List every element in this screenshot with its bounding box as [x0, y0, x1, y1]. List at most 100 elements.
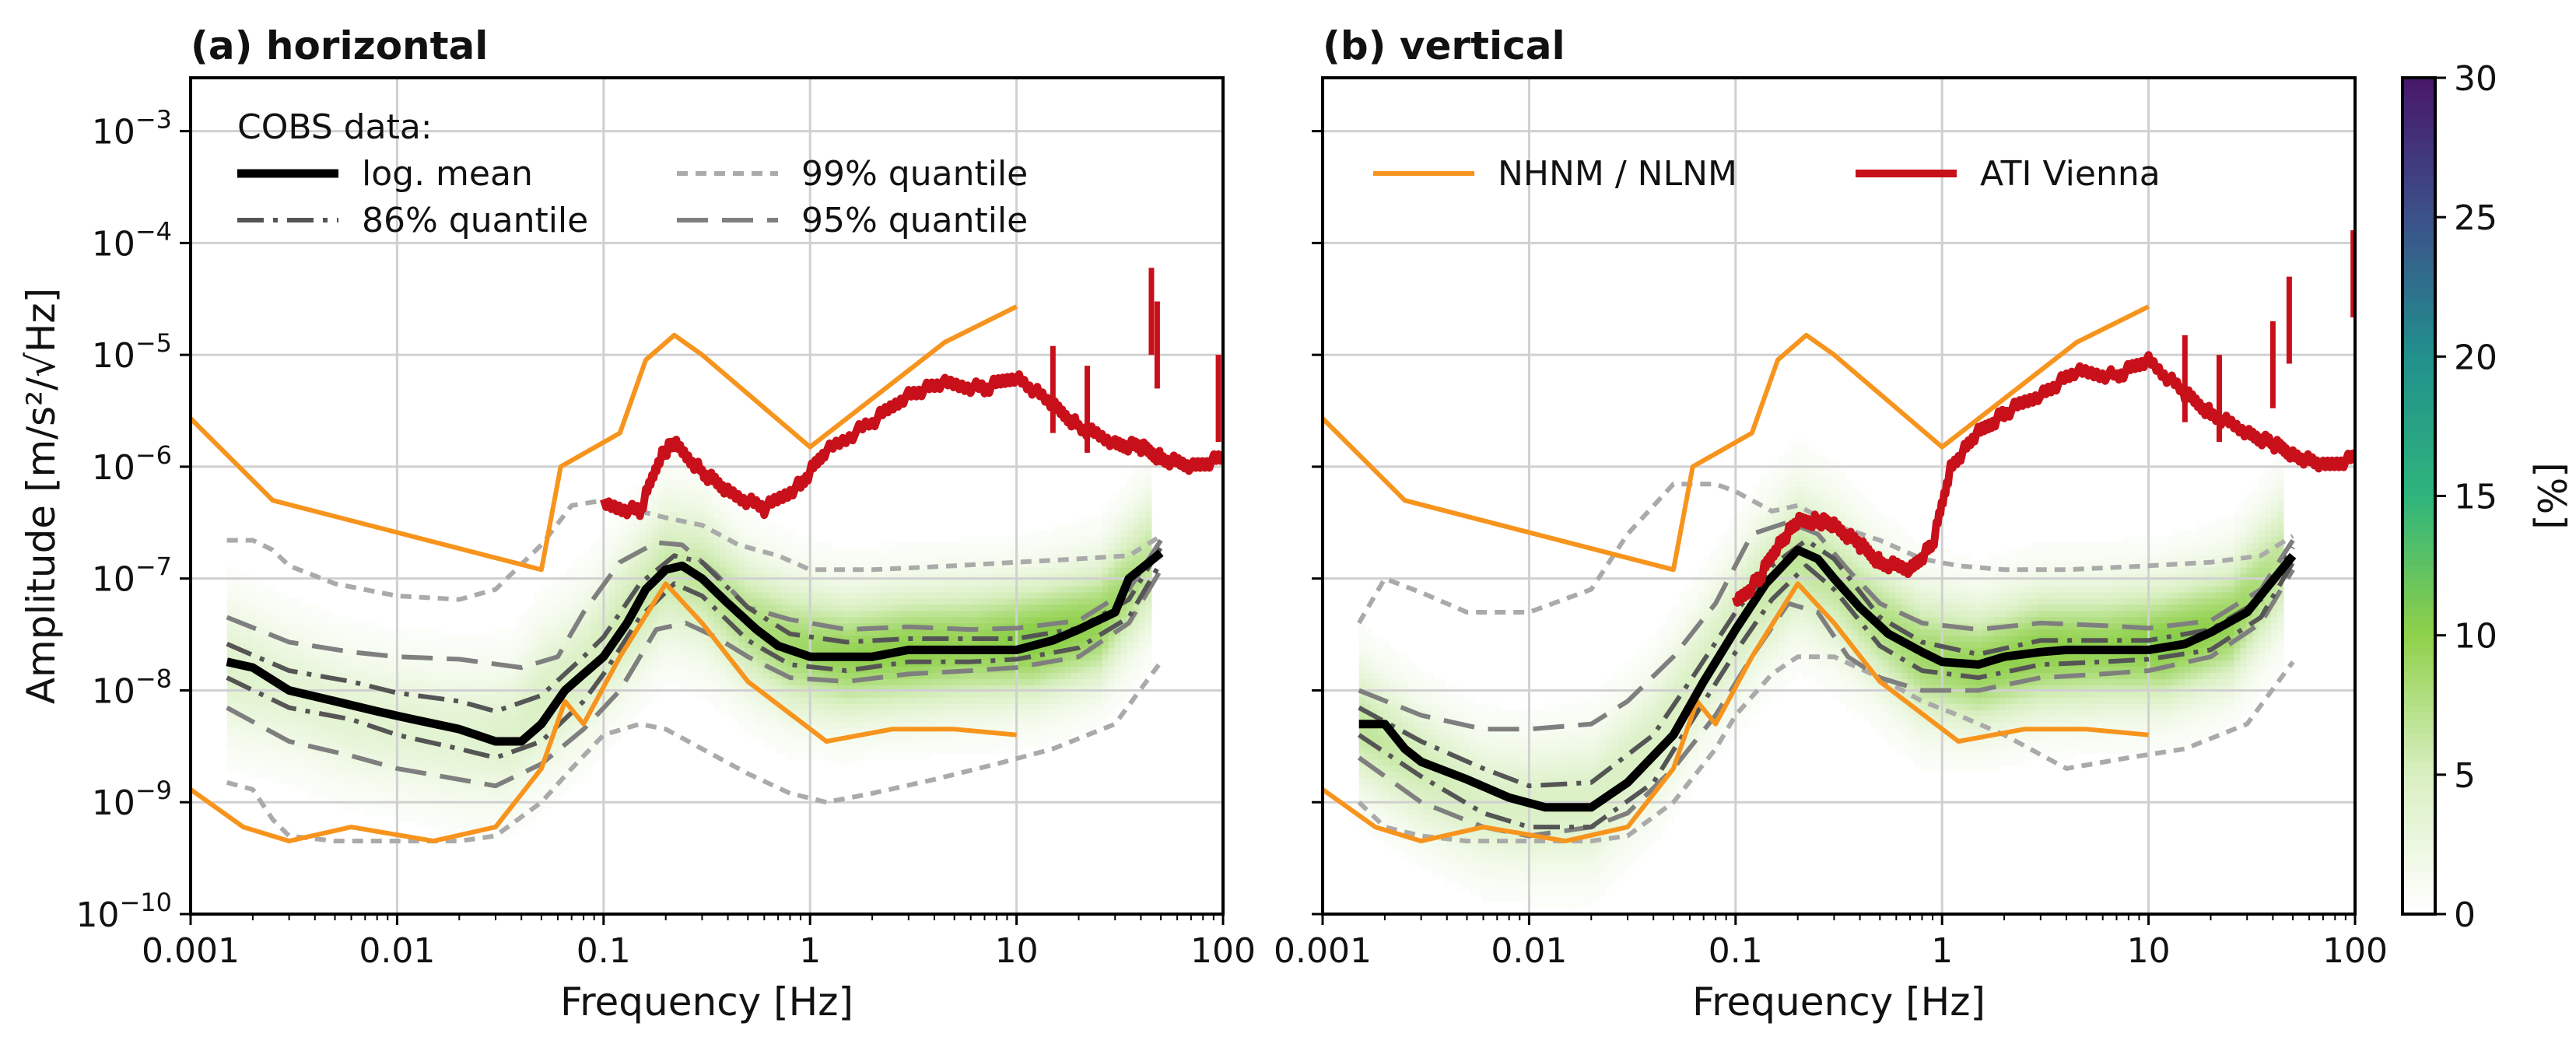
density-cell [591, 635, 598, 643]
density-cell [997, 604, 1004, 611]
density-cell [929, 585, 937, 593]
density-cell [886, 752, 893, 760]
density-cell [448, 796, 456, 804]
density-cell [473, 783, 481, 791]
density-cell [905, 573, 912, 580]
density-cell [713, 610, 721, 618]
density-cell [319, 653, 327, 661]
density-cell [578, 771, 585, 779]
density-cell [794, 622, 801, 630]
density-cell [380, 790, 388, 797]
density-cell [368, 771, 376, 779]
density-cell [239, 752, 247, 760]
density-cell [559, 580, 567, 587]
density-cell [929, 573, 937, 580]
density-cell [245, 653, 253, 661]
density-cell [720, 524, 727, 531]
density-cell [831, 709, 838, 716]
density-cell [405, 647, 412, 655]
density-cell [1053, 685, 1060, 692]
density-cell [473, 722, 481, 729]
density-cell [239, 591, 247, 599]
density-cell [836, 629, 844, 636]
density-cell [294, 758, 302, 766]
density-cell [344, 691, 351, 698]
density-cell [492, 635, 499, 643]
density-cell [836, 728, 844, 735]
density-cell [454, 734, 462, 741]
density-cell [1028, 597, 1036, 605]
density-cell [233, 734, 240, 741]
density-cell [325, 796, 333, 804]
density-cell [584, 591, 591, 599]
density-cell [325, 765, 333, 772]
density-cell [812, 641, 819, 649]
density-cell [787, 660, 795, 667]
density-cell [979, 542, 986, 549]
density-cell [689, 653, 696, 661]
density-cell [720, 573, 727, 580]
density-cell [966, 716, 973, 723]
density-cell [578, 597, 585, 605]
density-cell [948, 734, 955, 741]
density-cell [1102, 622, 1109, 630]
density-cell [991, 629, 998, 636]
density-cell [899, 734, 906, 741]
density-cell [436, 765, 443, 772]
density-cell [1108, 709, 1116, 716]
density-cell [566, 722, 573, 729]
density-cell [331, 796, 338, 804]
density-cell [973, 741, 980, 748]
density-cell [1046, 580, 1053, 587]
density-cell [1009, 747, 1017, 754]
density-cell [1059, 709, 1066, 716]
density-cell [294, 709, 302, 716]
density-cell [226, 567, 234, 574]
density-cell [701, 585, 709, 593]
density-cell [1003, 610, 1011, 618]
density-cell [405, 741, 412, 748]
density-cell [1095, 573, 1103, 580]
density-cell [640, 573, 647, 580]
density-cell [418, 728, 425, 735]
density-cell [701, 672, 709, 680]
density-cell [473, 790, 481, 797]
density-cell [658, 685, 665, 692]
density-cell [756, 517, 764, 524]
density-cell [510, 777, 517, 785]
density-cell [307, 641, 314, 649]
density-cell [597, 697, 604, 704]
density-cell [559, 758, 567, 766]
density-cell [1034, 722, 1041, 729]
density-cell [720, 567, 727, 574]
density-cell [1009, 536, 1017, 543]
density-cell [454, 666, 462, 674]
density-cell [874, 666, 881, 674]
density-cell [331, 758, 338, 766]
density-cell [534, 641, 542, 649]
density-cell [578, 653, 585, 661]
density-cell [1071, 653, 1078, 661]
density-cell [677, 685, 684, 692]
density-cell [997, 722, 1004, 729]
density-cell [387, 722, 394, 729]
density-cell [880, 597, 887, 605]
density-cell [1034, 709, 1041, 716]
density-cell [941, 585, 949, 593]
density-cell [695, 622, 703, 630]
density-cell [448, 641, 456, 649]
density-cell [282, 747, 289, 754]
density-cell [905, 703, 912, 710]
density-cell [473, 716, 481, 723]
density-cell [633, 591, 641, 599]
density-cell [836, 697, 844, 704]
density-cell [1009, 597, 1017, 605]
density-cell [861, 728, 869, 735]
density-cell [818, 660, 825, 667]
density-cell [461, 647, 468, 655]
density-cell [849, 685, 857, 692]
density-cell [1065, 672, 1072, 680]
density-cell [1034, 542, 1041, 549]
density-cell [566, 734, 573, 741]
density-cell [794, 641, 801, 649]
